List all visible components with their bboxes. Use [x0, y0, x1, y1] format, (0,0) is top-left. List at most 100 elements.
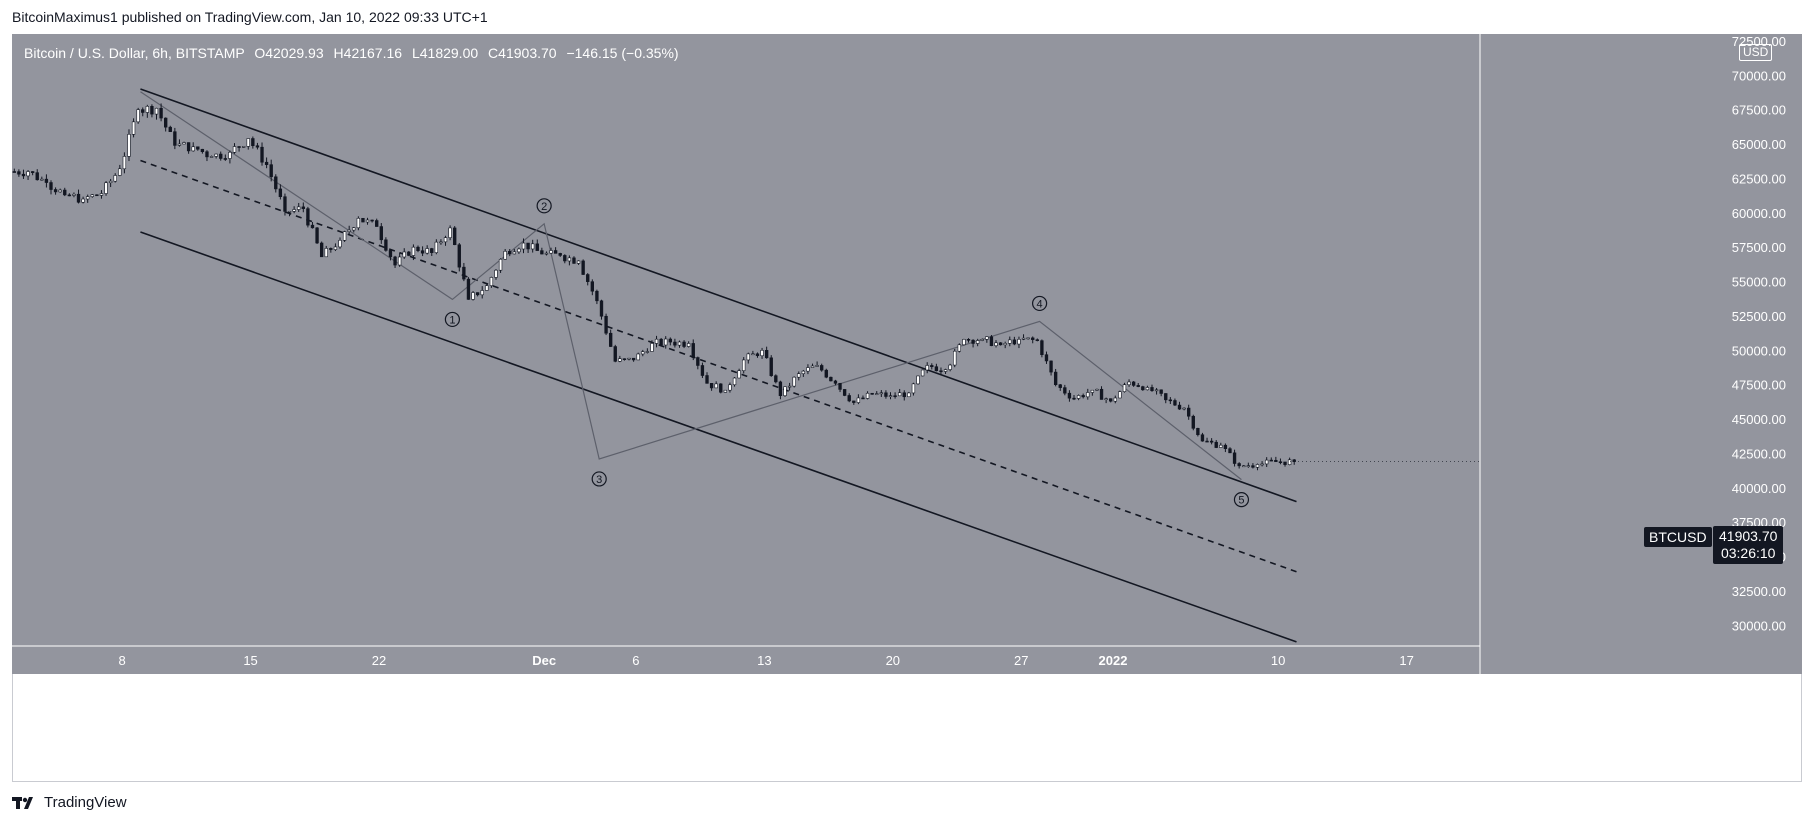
candle[interactable]: [40, 176, 44, 181]
candle[interactable]: [489, 276, 494, 288]
candle[interactable]: [792, 376, 796, 388]
candle[interactable]: [407, 250, 411, 257]
candle[interactable]: [1209, 438, 1214, 445]
candle[interactable]: [260, 142, 264, 166]
candle[interactable]: [531, 239, 535, 253]
candle[interactable]: [95, 194, 99, 197]
candle[interactable]: [159, 103, 163, 122]
candle[interactable]: [494, 269, 498, 280]
candle[interactable]: [99, 190, 104, 199]
candle[interactable]: [581, 259, 585, 275]
candle[interactable]: [81, 196, 85, 204]
candle[interactable]: [269, 159, 273, 182]
candle[interactable]: [1090, 389, 1095, 396]
candle[interactable]: [375, 218, 379, 227]
candle[interactable]: [104, 181, 108, 196]
candle[interactable]: [608, 329, 613, 347]
candle[interactable]: [994, 340, 998, 348]
candle[interactable]: [338, 237, 342, 249]
candle[interactable]: [975, 338, 980, 347]
candle[interactable]: [1035, 338, 1039, 342]
candle[interactable]: [214, 153, 218, 159]
candle[interactable]: [1255, 463, 1260, 471]
candle[interactable]: [1205, 437, 1209, 443]
candle[interactable]: [1168, 397, 1173, 405]
candle[interactable]: [416, 245, 420, 253]
candle[interactable]: [636, 352, 640, 361]
candle[interactable]: [1141, 385, 1145, 391]
channel-line-upper[interactable]: [140, 88, 1297, 503]
candle[interactable]: [347, 225, 351, 235]
candle[interactable]: [1076, 394, 1081, 401]
candle[interactable]: [627, 357, 631, 361]
candle[interactable]: [540, 247, 544, 255]
candle[interactable]: [443, 235, 448, 246]
candle[interactable]: [1219, 442, 1223, 448]
candle[interactable]: [1017, 336, 1021, 349]
candle[interactable]: [1109, 398, 1113, 403]
candle[interactable]: [17, 169, 21, 177]
candle[interactable]: [572, 256, 576, 264]
candle[interactable]: [264, 157, 269, 169]
candle[interactable]: [154, 107, 159, 120]
candle[interactable]: [324, 245, 328, 258]
candle[interactable]: [402, 248, 406, 259]
candle[interactable]: [49, 180, 53, 195]
candle[interactable]: [420, 246, 425, 257]
candle[interactable]: [342, 230, 347, 242]
candle[interactable]: [686, 341, 691, 348]
candle[interactable]: [953, 348, 957, 368]
candle[interactable]: [980, 338, 984, 342]
candle[interactable]: [1237, 462, 1241, 469]
candle[interactable]: [1228, 447, 1232, 454]
candle[interactable]: [53, 187, 58, 195]
candle[interactable]: [1081, 393, 1085, 399]
candle[interactable]: [480, 286, 484, 299]
candle[interactable]: [774, 374, 778, 384]
candle[interactable]: [113, 173, 117, 183]
candle[interactable]: [641, 349, 645, 357]
candle[interactable]: [723, 389, 728, 393]
candle[interactable]: [186, 142, 191, 154]
candle[interactable]: [998, 342, 1003, 346]
candle[interactable]: [1191, 414, 1195, 431]
candle[interactable]: [466, 277, 471, 300]
candle[interactable]: [173, 127, 177, 150]
candle[interactable]: [1182, 407, 1186, 411]
candle[interactable]: [1242, 464, 1246, 468]
candle[interactable]: [673, 338, 677, 348]
candle[interactable]: [631, 357, 636, 362]
candle[interactable]: [1200, 432, 1205, 442]
candle[interactable]: [292, 206, 296, 214]
candle[interactable]: [517, 247, 521, 254]
candle[interactable]: [677, 340, 682, 348]
candle[interactable]: [462, 262, 466, 282]
candle[interactable]: [1118, 390, 1122, 399]
candle[interactable]: [200, 148, 205, 154]
candle[interactable]: [521, 238, 526, 254]
candle[interactable]: [393, 255, 397, 268]
candle[interactable]: [58, 188, 62, 193]
candle[interactable]: [742, 357, 746, 374]
candle[interactable]: [824, 368, 828, 379]
candle[interactable]: [911, 382, 916, 396]
candle[interactable]: [870, 392, 874, 395]
candle[interactable]: [255, 142, 260, 150]
candle[interactable]: [1274, 456, 1278, 463]
candle[interactable]: [448, 225, 452, 241]
candle[interactable]: [760, 347, 764, 359]
candle[interactable]: [1159, 389, 1163, 397]
candle[interactable]: [719, 383, 723, 394]
candle[interactable]: [356, 216, 361, 231]
candle[interactable]: [329, 247, 333, 253]
candle[interactable]: [425, 245, 429, 255]
candle[interactable]: [1067, 390, 1072, 402]
candle[interactable]: [764, 346, 769, 359]
candle[interactable]: [1177, 401, 1182, 410]
candle[interactable]: [508, 249, 512, 257]
candle[interactable]: [1278, 458, 1283, 465]
candle[interactable]: [26, 170, 30, 180]
candle[interactable]: [962, 338, 966, 346]
candle[interactable]: [352, 226, 356, 233]
